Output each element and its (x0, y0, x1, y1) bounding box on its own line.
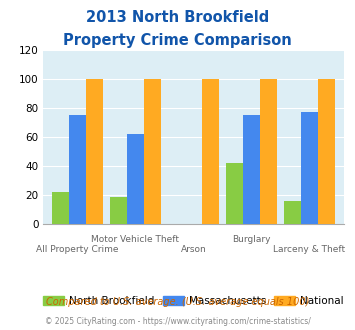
Bar (69, 115, 86, 224)
Text: Compared to U.S. average. (U.S. average equals 100): Compared to U.S. average. (U.S. average … (46, 297, 309, 307)
Bar (110, 197, 127, 224)
Bar (127, 134, 144, 224)
Bar (144, 79, 161, 224)
Bar (202, 79, 219, 224)
Text: Property Crime Comparison: Property Crime Comparison (63, 33, 292, 48)
Legend: North Brookfield, Massachusetts, National: North Brookfield, Massachusetts, Nationa… (39, 292, 348, 310)
Bar (284, 201, 301, 224)
Text: Larceny & Theft: Larceny & Theft (273, 245, 346, 254)
Bar (226, 163, 243, 224)
Bar (243, 115, 260, 224)
Bar (86, 79, 103, 224)
Text: Motor Vehicle Theft: Motor Vehicle Theft (92, 235, 179, 244)
Bar (52, 192, 69, 224)
Text: Burglary: Burglary (232, 235, 271, 244)
Bar (318, 79, 335, 224)
Text: 2013 North Brookfield: 2013 North Brookfield (86, 10, 269, 25)
Text: All Property Crime: All Property Crime (36, 245, 119, 254)
Text: © 2025 CityRating.com - https://www.cityrating.com/crime-statistics/: © 2025 CityRating.com - https://www.city… (45, 317, 310, 326)
Bar (301, 112, 318, 224)
Text: Arson: Arson (181, 245, 206, 254)
Bar (260, 79, 277, 224)
